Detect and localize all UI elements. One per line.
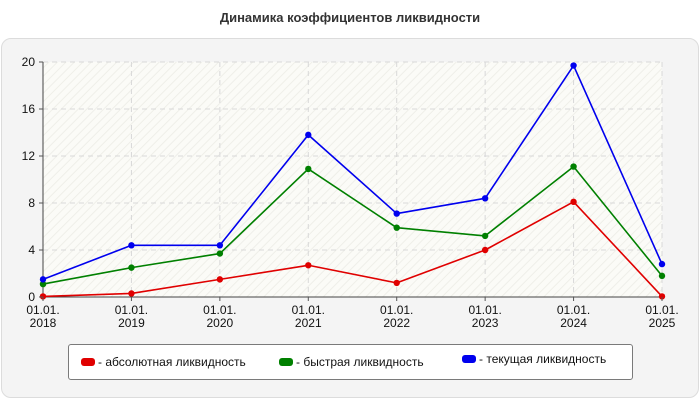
series-line-2 [42,64,663,281]
legend-swatch-absolute [81,358,95,366]
series-point-1 [658,272,666,280]
y-tick-label: 12 [22,149,36,163]
y-tick-label: 20 [22,55,36,69]
series-point-1 [128,264,135,271]
x-tick-label: 01.01. [203,303,236,317]
x-tick-label: 2025 [649,316,676,330]
series-point-2 [570,62,577,69]
x-tick-label: 01.01. [645,303,678,317]
series-point-1 [39,280,47,288]
series-point-2 [305,131,312,139]
x-tick-label: 01.01. [557,303,590,317]
x-tick-label: 01.01. [468,303,501,317]
x-tick-label: 01.01. [380,303,413,317]
series-point-1 [393,224,400,231]
series-point-0 [39,293,47,300]
series-point-0 [481,246,489,254]
legend-label-current: - текущая ликвидность [479,352,607,366]
series-point-2 [39,276,47,283]
series-point-1 [216,250,224,257]
x-tick-label: 01.01. [26,303,59,317]
plot-area [43,62,662,297]
y-tick-label: 0 [28,290,35,304]
legend-label-quick: - быстрая ликвидность [296,355,424,369]
series-point-2 [658,260,666,268]
y-tick-label: 16 [22,102,36,116]
legend-label-absolute: - абсолютная ликвидность [98,355,246,369]
legend-swatch-current [462,355,476,363]
series-point-0 [658,293,666,300]
series-point-2 [128,242,135,249]
x-tick-label: 01.01. [292,303,325,317]
chart-legend: - абсолютная ликвидность - быстрая ликви… [68,344,633,380]
series-point-2 [393,210,400,217]
x-tick-label: 2021 [295,316,322,330]
x-tick-label: 2018 [30,316,57,330]
x-tick-label: 2023 [472,316,499,330]
series-point-0 [570,198,577,206]
x-tick-label: 2020 [207,316,234,330]
series-line-0 [42,201,663,298]
legend-item-quick: - быстрая ликвидность [279,354,424,370]
series-point-1 [570,163,577,170]
x-tick-label: 2022 [383,316,410,330]
series-point-1 [481,232,489,240]
series-point-1 [305,165,312,173]
y-tick-label: 8 [28,196,35,210]
series-point-0 [393,279,400,287]
series-point-2 [216,242,224,249]
series-point-2 [481,195,489,202]
legend-swatch-quick [279,358,293,366]
y-tick-label: 4 [28,243,35,257]
series-line-1 [42,165,663,285]
x-tick-label: 01.01. [115,303,148,317]
series-point-0 [216,276,224,283]
legend-item-absolute: - абсолютная ликвидность [81,354,246,370]
legend-item-current: - текущая ликвидность [462,351,606,367]
x-tick-label: 2019 [118,316,145,330]
series-point-0 [128,290,135,297]
series-point-0 [305,262,312,269]
x-tick-label: 2024 [560,316,587,330]
chart-title: Динамика коэффициентов ликвидности [219,10,481,25]
